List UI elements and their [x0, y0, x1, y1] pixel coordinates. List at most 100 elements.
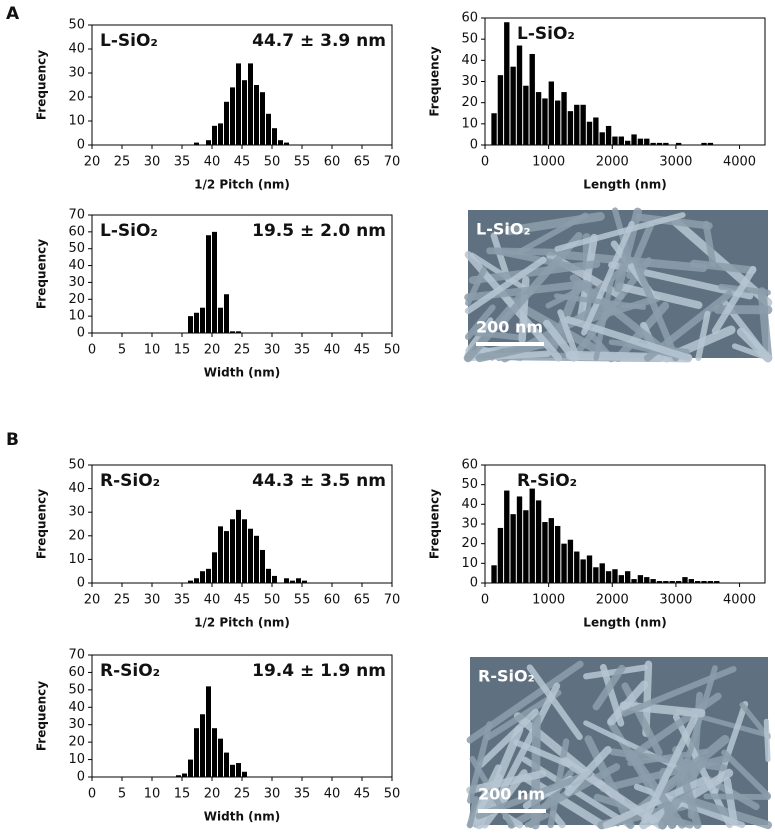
- histogram-bar: [580, 559, 586, 583]
- x-tick-label: 20: [84, 155, 101, 170]
- x-tick-label: 45: [354, 343, 371, 358]
- histogram-bar: [586, 121, 593, 145]
- histogram-bar: [637, 138, 644, 145]
- histogram-bar: [236, 509, 241, 583]
- nanofiber: [616, 282, 703, 310]
- histogram-bar: [212, 125, 217, 145]
- histogram-bar: [230, 331, 235, 333]
- nanofiber: [565, 350, 693, 363]
- histogram-bar: [701, 142, 707, 145]
- x-tick-label: 0: [88, 343, 96, 358]
- histogram-bar: [248, 528, 253, 583]
- histogram-bar: [302, 580, 307, 583]
- histogram-bar: [218, 738, 223, 777]
- x-tick-label: 35: [294, 787, 311, 802]
- histogram-bar: [497, 75, 504, 145]
- histogram-bar: [523, 85, 529, 145]
- histogram-bar: [605, 571, 612, 583]
- histogram-bar: [236, 763, 241, 777]
- x-tick-label: 20: [204, 343, 221, 358]
- x-tick-label: 5: [118, 787, 126, 802]
- nanofiber: [723, 777, 738, 826]
- histogram-bar: [194, 578, 199, 583]
- histogram-bar: [555, 100, 561, 145]
- x-tick-label: 65: [354, 593, 371, 608]
- y-tick-label: 20: [68, 528, 85, 543]
- y-tick-label: 30: [68, 717, 85, 732]
- y-tick-label: 60: [68, 665, 85, 680]
- histogram-bar: [567, 539, 574, 583]
- histogram-bar: [625, 571, 631, 583]
- annotation: 44.7 ± 3.9 nm: [252, 31, 386, 51]
- nanofiber: [504, 211, 605, 236]
- y-tick-label: 30: [461, 74, 478, 89]
- nanofiber: [507, 763, 621, 829]
- histogram-bar: [200, 571, 205, 583]
- histogram-bar: [644, 577, 650, 583]
- nanofiber: [564, 745, 612, 797]
- histogram-bar: [224, 752, 229, 777]
- y-tick-label: 60: [68, 224, 85, 239]
- y-tick-label: 40: [68, 700, 85, 715]
- y-tick-label: 40: [68, 258, 85, 273]
- x-axis-label: 1/2 Pitch (nm): [194, 178, 290, 192]
- nanofiber: [739, 702, 771, 740]
- histogram-bar: [200, 714, 205, 777]
- histogram-bar: [230, 519, 235, 583]
- nanofiber: [466, 770, 547, 794]
- x-tick-label: 25: [114, 155, 131, 170]
- nanofiber: [542, 319, 578, 362]
- image-label: R-SiO₂: [478, 667, 535, 686]
- histogram-bar: [242, 771, 247, 777]
- histogram-bar: [242, 519, 247, 583]
- histogram-bar: [260, 549, 265, 583]
- annotation: L-SiO₂: [100, 31, 158, 51]
- x-tick-label: 0: [481, 593, 489, 608]
- histogram-bar: [194, 142, 199, 145]
- histogram-bar: [555, 525, 561, 583]
- x-tick-label: 55: [294, 593, 311, 608]
- x-tick-label: 60: [324, 155, 341, 170]
- histogram-bar: [618, 575, 624, 583]
- y-tick-label: 20: [68, 735, 85, 750]
- histogram-bar: [248, 63, 253, 145]
- histogram-bar: [675, 581, 682, 583]
- histogram-bar: [290, 580, 295, 583]
- nanofiber: [467, 796, 479, 828]
- histogram-bar: [574, 104, 580, 145]
- histogram-bar: [535, 500, 542, 583]
- x-tick-label: 45: [354, 787, 371, 802]
- y-tick-label: 70: [68, 648, 85, 663]
- histogram-bar: [714, 581, 720, 583]
- nanofiber: [564, 316, 693, 362]
- y-tick-label: 10: [68, 114, 85, 129]
- x-tick-label: 15: [174, 343, 191, 358]
- x-tick-label: 3000: [659, 593, 692, 608]
- nanofiber: [689, 259, 757, 275]
- histogram-bar: [586, 555, 593, 583]
- x-axis-label: Width (nm): [204, 810, 280, 824]
- x-tick-label: 20: [204, 787, 221, 802]
- x-tick-label: 40: [204, 593, 221, 608]
- nanofiber: [621, 666, 737, 717]
- y-axis-label: Frequency: [35, 489, 49, 559]
- y-tick-label: 60: [461, 11, 478, 26]
- histogram-bar: [236, 331, 241, 333]
- annotation: 19.5 ± 2.0 nm: [252, 221, 386, 241]
- x-tick-label: 1000: [532, 593, 565, 608]
- annotation: R-SiO₂: [100, 661, 160, 681]
- histogram-bar: [561, 543, 567, 583]
- nanofiber: [553, 293, 647, 310]
- y-tick-label: 40: [68, 42, 85, 57]
- x-tick-label: 50: [384, 343, 401, 358]
- annotation: R-SiO₂: [100, 471, 160, 491]
- histogram-bar: [510, 66, 516, 145]
- x-axis-label: Width (nm): [204, 366, 280, 380]
- histogram-bar: [491, 565, 497, 583]
- x-tick-label: 70: [384, 155, 401, 170]
- histogram-bar: [206, 140, 211, 145]
- scale-bar-label: 200 nm: [478, 785, 545, 804]
- histogram-bar: [194, 312, 199, 333]
- nanofiber: [475, 334, 571, 363]
- histogram-bar: [242, 80, 247, 145]
